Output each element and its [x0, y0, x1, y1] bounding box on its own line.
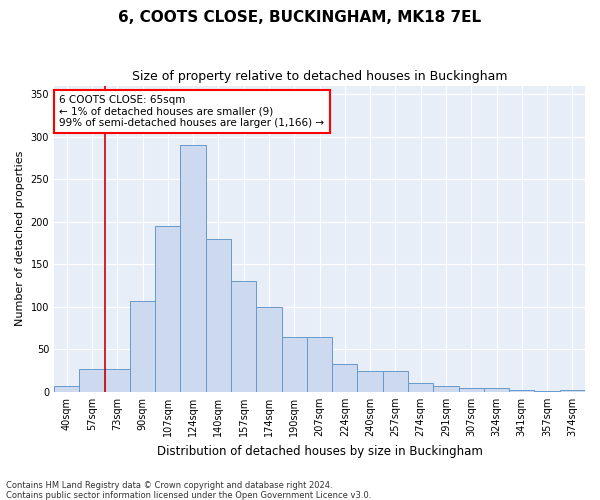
Bar	[130, 301, 155, 392]
Bar	[155, 226, 181, 392]
Bar	[458, 388, 484, 392]
Text: 6, COOTS CLOSE, BUCKINGHAM, MK18 7EL: 6, COOTS CLOSE, BUCKINGHAM, MK18 7EL	[118, 10, 482, 25]
Text: Contains public sector information licensed under the Open Government Licence v3: Contains public sector information licen…	[6, 490, 371, 500]
Bar	[181, 145, 206, 392]
X-axis label: Distribution of detached houses by size in Buckingham: Distribution of detached houses by size …	[157, 444, 482, 458]
Y-axis label: Number of detached properties: Number of detached properties	[15, 151, 25, 326]
Bar	[54, 386, 79, 392]
Bar	[433, 386, 458, 392]
Text: Contains HM Land Registry data © Crown copyright and database right 2024.: Contains HM Land Registry data © Crown c…	[6, 480, 332, 490]
Bar	[256, 306, 281, 392]
Bar	[509, 390, 535, 392]
Bar	[535, 391, 560, 392]
Bar	[206, 238, 231, 392]
Bar	[560, 390, 585, 392]
Bar	[307, 336, 332, 392]
Title: Size of property relative to detached houses in Buckingham: Size of property relative to detached ho…	[132, 70, 507, 83]
Text: 6 COOTS CLOSE: 65sqm
← 1% of detached houses are smaller (9)
99% of semi-detache: 6 COOTS CLOSE: 65sqm ← 1% of detached ho…	[59, 94, 325, 128]
Bar	[281, 336, 307, 392]
Bar	[104, 369, 130, 392]
Bar	[358, 370, 383, 392]
Bar	[484, 388, 509, 392]
Bar	[79, 369, 104, 392]
Bar	[332, 364, 358, 392]
Bar	[383, 370, 408, 392]
Bar	[231, 281, 256, 392]
Bar	[408, 384, 433, 392]
